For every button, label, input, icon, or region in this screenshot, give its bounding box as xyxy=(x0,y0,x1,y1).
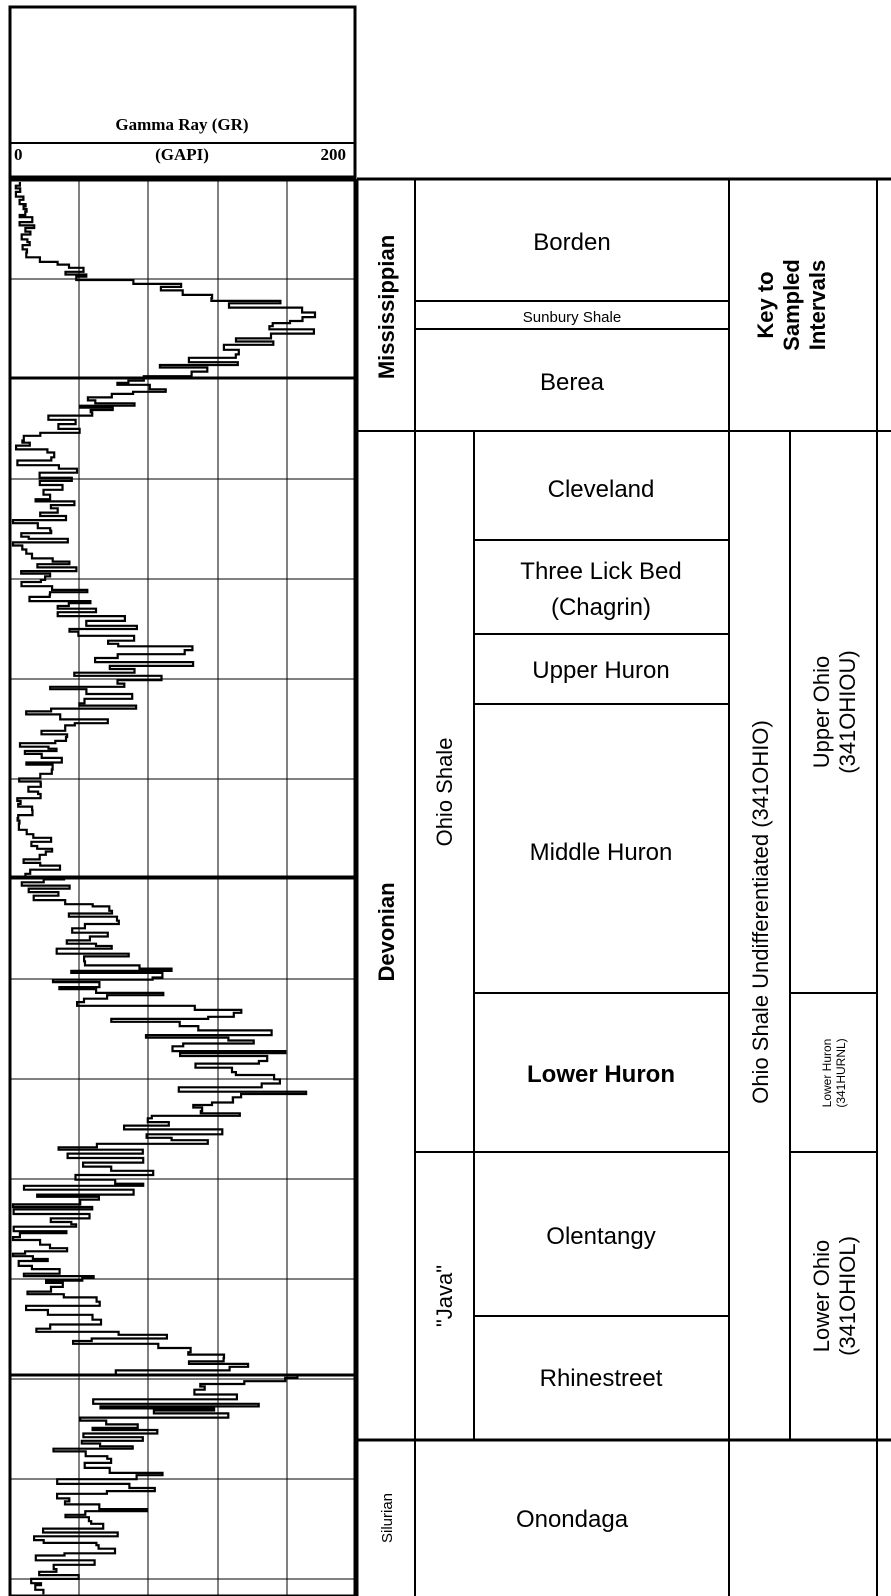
stratigraphic-column xyxy=(355,177,891,1596)
svg-text:Key to: Key to xyxy=(753,271,778,338)
group-ohio-shale: Ohio Shale xyxy=(432,738,457,847)
formation-lower-huron: Lower Huron xyxy=(527,1061,675,1088)
system-label-mississippian: Mississippian xyxy=(374,235,399,379)
svg-text:(341HURNL): (341HURNL) xyxy=(834,1038,848,1107)
svg-text:(341OHIOU): (341OHIOU) xyxy=(835,650,860,773)
formation-rhinestreet: Rhinestreet xyxy=(540,1365,663,1392)
log-scale-min: 0 xyxy=(14,145,23,164)
log-unit: (GAPI) xyxy=(155,145,209,164)
svg-text:Sampled: Sampled xyxy=(779,259,804,351)
group-java: "Java" xyxy=(432,1265,457,1327)
svg-text:Lower Huron: Lower Huron xyxy=(820,1039,834,1108)
formation-middle-huron: Middle Huron xyxy=(530,839,673,866)
svg-text:(341OHIOL): (341OHIOL) xyxy=(835,1236,860,1356)
key-upper-ohio: Upper Ohio (341OHIOU) xyxy=(809,650,860,773)
formation-three-lick-bed: Three Lick Bed xyxy=(520,558,681,585)
formation-berea: Berea xyxy=(540,369,605,396)
formation-sunbury-shale: Sunbury Shale xyxy=(523,309,621,326)
log-header-box xyxy=(8,5,357,179)
system-label-silurian: Silurian xyxy=(379,1493,396,1543)
formation-onondaga: Onondaga xyxy=(516,1506,629,1533)
key-lower-huron: Lower Huron (341HURNL) xyxy=(820,1038,848,1107)
formation-upper-huron: Upper Huron xyxy=(532,657,669,684)
formation-chagrin: (Chagrin) xyxy=(551,594,651,621)
key-lower-ohio: Lower Ohio (341OHIOL) xyxy=(809,1236,860,1356)
key-ohio-shale-undifferentiated: Ohio Shale Undifferentiated (341OHIO) xyxy=(748,720,773,1104)
svg-text:Lower Ohio: Lower Ohio xyxy=(809,1240,834,1353)
log-title: Gamma Ray (GR) xyxy=(115,115,248,134)
svg-text:Intervals: Intervals xyxy=(805,260,830,351)
log-track-border xyxy=(8,178,357,1596)
log-scale-max: 200 xyxy=(321,145,347,164)
gamma-ray-curve xyxy=(11,182,317,1595)
formation-cleveland: Cleveland xyxy=(548,476,655,503)
svg-text:Upper Ohio: Upper Ohio xyxy=(809,656,834,769)
gamma-ray-log: Gamma Ray (GR) (GAPI) 0 200 xyxy=(8,5,357,1596)
key-title: Key to Sampled Intervals xyxy=(753,259,830,351)
formation-olentangy: Olentangy xyxy=(546,1223,655,1250)
system-label-devonian: Devonian xyxy=(374,882,399,981)
formation-borden: Borden xyxy=(533,229,610,256)
